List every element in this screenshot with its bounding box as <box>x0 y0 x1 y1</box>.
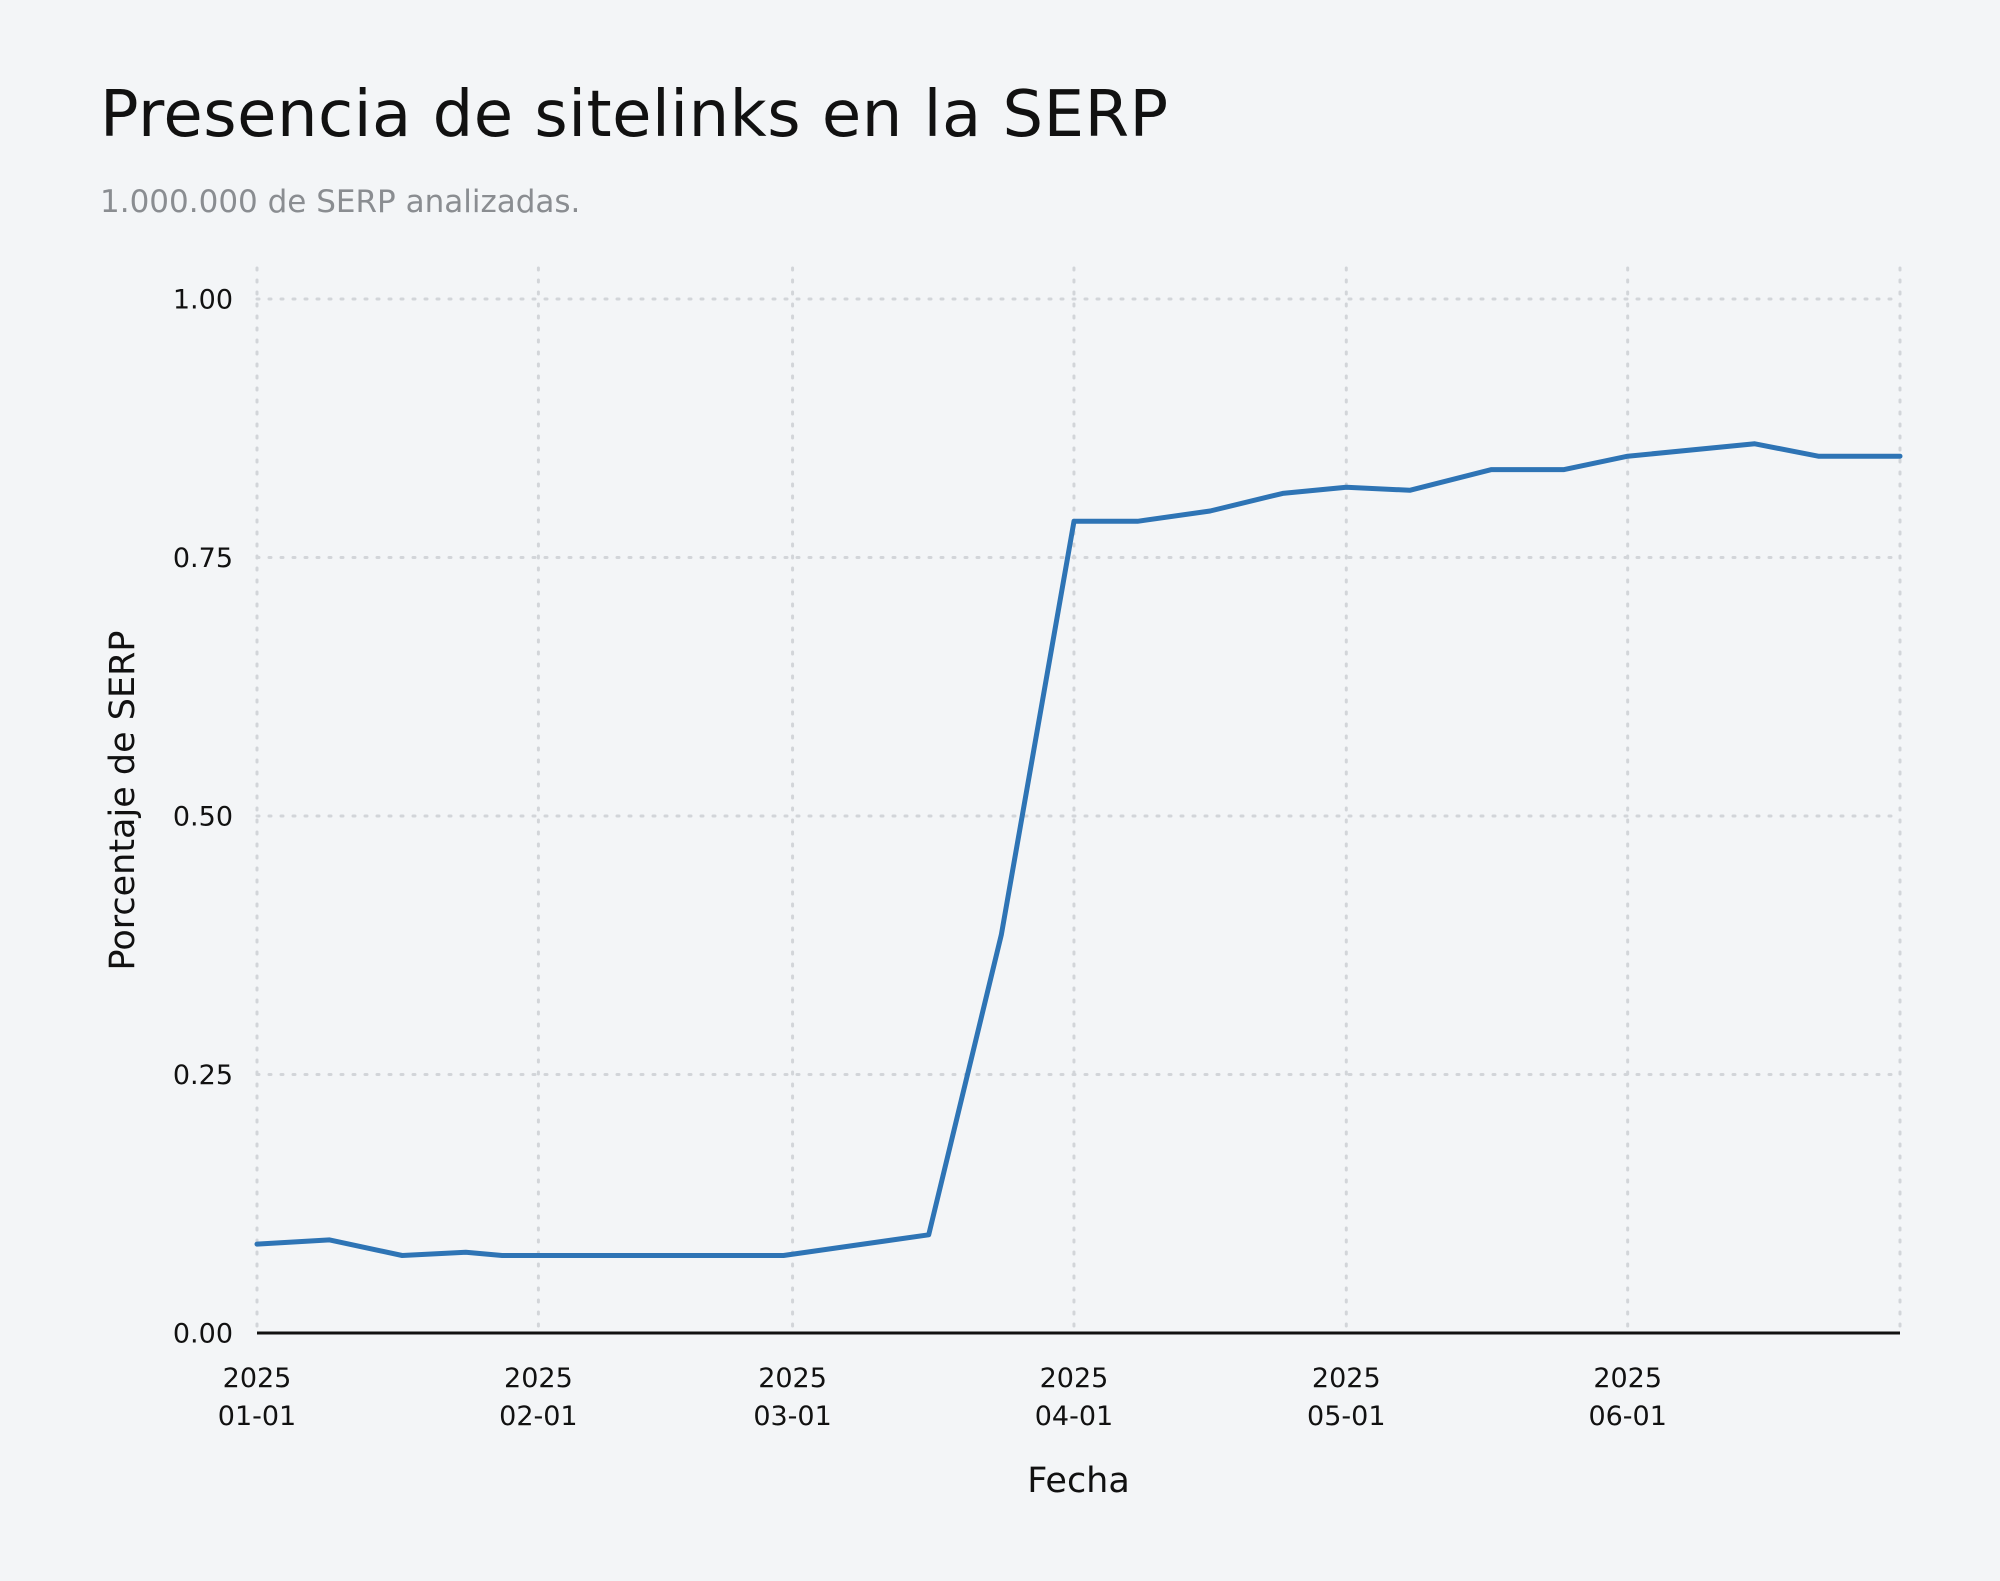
x-tick-label-date: 04-01 <box>1035 1401 1113 1432</box>
x-tick-label-year: 2025 <box>1593 1363 1662 1394</box>
x-tick-label-year: 2025 <box>1040 1363 1109 1394</box>
y-axis-label: Porcentaje de SERP <box>103 630 143 970</box>
y-tick-label: 0.00 <box>173 1319 233 1350</box>
x-axis-label: Fecha <box>1027 1461 1130 1501</box>
x-tick-label-date: 06-01 <box>1588 1401 1666 1432</box>
y-tick-label: 0.25 <box>173 1060 233 1091</box>
x-axis-ticks: 2025 01-01 2025 02-01 2025 03-01 2025 04-01 2025… <box>218 1363 1667 1432</box>
y-axis-ticks: 0.00 0.25 0.50 0.75 1.00 <box>173 285 233 1350</box>
y-tick-label: 0.50 <box>173 802 233 833</box>
y-tick-label: 1.00 <box>173 285 233 316</box>
y-tick-label: 0.75 <box>173 543 233 574</box>
x-tick-label-year: 2025 <box>504 1363 573 1394</box>
x-tick-label-year: 2025 <box>223 1363 292 1394</box>
x-tick-label-date: 02-01 <box>499 1401 577 1432</box>
grid-lines <box>255 266 1902 1335</box>
x-tick-label-date: 01-01 <box>218 1401 296 1432</box>
chart-subtitle: 1.000.000 de SERP analizadas. <box>100 184 581 220</box>
chart-title: Presencia de sitelinks en la SERP <box>100 78 1169 152</box>
x-tick-label-date: 03-01 <box>753 1401 831 1432</box>
x-tick-label-year: 2025 <box>1312 1363 1381 1394</box>
series-line-sitelinks <box>254 441 1903 1258</box>
x-tick-label-year: 2025 <box>758 1363 827 1394</box>
x-tick-label-date: 05-01 <box>1307 1401 1385 1432</box>
